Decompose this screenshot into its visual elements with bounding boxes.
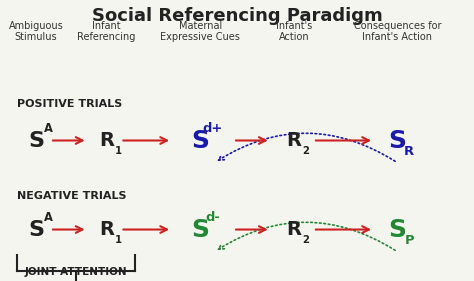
Text: A: A <box>44 211 53 224</box>
Text: Social Referencing Paradigm: Social Referencing Paradigm <box>92 7 383 25</box>
Text: NEGATIVE TRIALS: NEGATIVE TRIALS <box>17 191 127 201</box>
Text: R: R <box>287 131 301 150</box>
Text: S: S <box>28 130 44 151</box>
Text: S: S <box>191 128 209 153</box>
Text: Infant's
Action: Infant's Action <box>276 21 312 42</box>
Text: 2: 2 <box>302 235 310 245</box>
Text: 1: 1 <box>115 235 122 245</box>
Text: P: P <box>404 234 414 247</box>
Text: S: S <box>389 128 407 153</box>
Text: d-: d- <box>206 211 220 224</box>
Text: R: R <box>99 131 114 150</box>
Text: S: S <box>389 217 407 242</box>
Text: R: R <box>99 220 114 239</box>
Text: POSITIVE TRIALS: POSITIVE TRIALS <box>17 99 122 109</box>
Text: Consequences for
Infant's Action: Consequences for Infant's Action <box>354 21 441 42</box>
Text: S: S <box>28 219 44 239</box>
Text: R: R <box>287 220 301 239</box>
Text: JOINT ATTENTION: JOINT ATTENTION <box>25 267 127 277</box>
Text: A: A <box>44 122 53 135</box>
Text: 2: 2 <box>302 146 310 156</box>
Text: d+: d+ <box>203 122 223 135</box>
Text: Maternal
Expressive Cues: Maternal Expressive Cues <box>160 21 240 42</box>
Text: R: R <box>404 144 414 158</box>
Text: Infant
Referencing: Infant Referencing <box>77 21 136 42</box>
Text: S: S <box>191 217 209 242</box>
FancyArrowPatch shape <box>219 133 395 161</box>
Text: 1: 1 <box>115 146 122 156</box>
Text: Ambiguous
Stimulus: Ambiguous Stimulus <box>9 21 64 42</box>
FancyArrowPatch shape <box>219 222 395 250</box>
